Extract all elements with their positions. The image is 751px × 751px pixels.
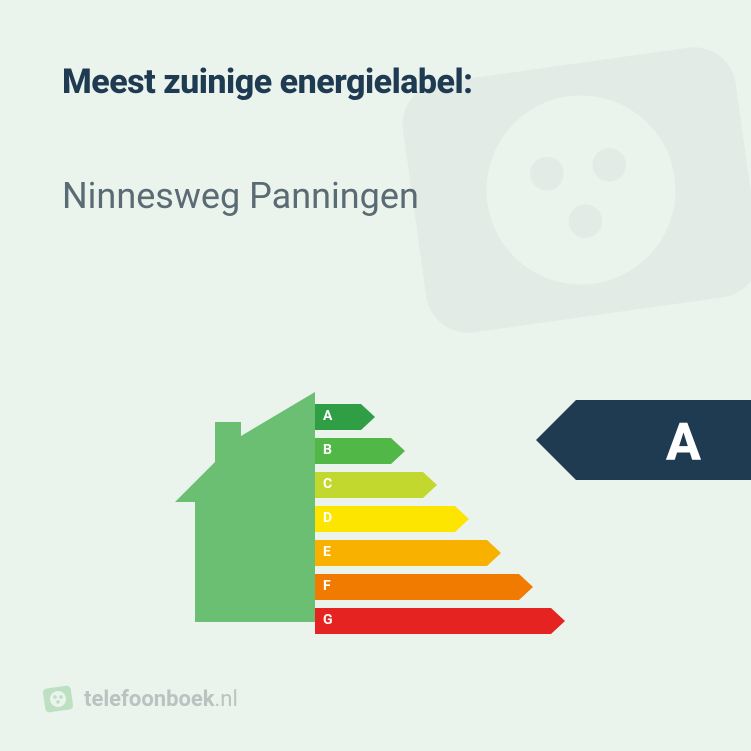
energy-label-chart: A B C D E F G [175,392,575,632]
page-title: Meest zuinige energielabel: [62,62,473,102]
energy-bar-label: E [323,544,331,560]
energy-bar-shape [315,472,437,498]
energy-bar-label: A [323,408,332,424]
energy-bar-label: D [323,510,332,526]
energy-bar-shape [315,574,533,600]
footer-brand-text: telefoonboek.nl [84,687,238,712]
house-icon [175,392,315,622]
footer-brand-bold: telefoonboek [84,687,215,712]
energy-bar-label: B [323,442,332,458]
footer-brand-tld: .nl [215,687,238,712]
energy-bar-label: F [323,578,331,594]
footer-brand: telefoonboek.nl [42,683,238,715]
energy-bar-shape [315,540,501,566]
energy-bar-shape [315,506,469,532]
energy-bar-shape [315,608,565,634]
rating-badge-letter: A [666,412,701,473]
energy-bar-label: G [323,612,333,628]
location-subtitle: Ninnesweg Panningen [62,175,419,217]
rating-badge-shape [536,400,751,480]
phonebook-icon [42,683,74,715]
energy-bar-label: C [323,476,332,492]
